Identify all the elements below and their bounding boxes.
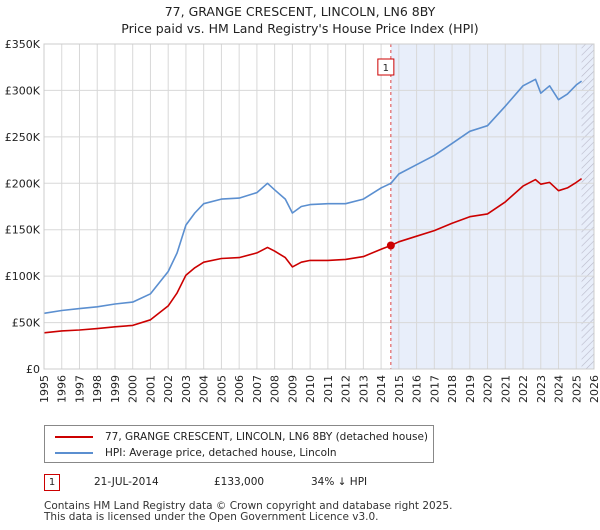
- x-tick-label: 2001: [144, 375, 157, 403]
- x-tick-label: 2010: [304, 375, 317, 403]
- series-line-hpi: [43, 78, 583, 315]
- y-tick-label: £50K: [12, 317, 41, 330]
- legend-swatch-property: [55, 436, 93, 438]
- x-tick-label: 2003: [180, 375, 193, 403]
- x-tick-label: 2015: [393, 375, 406, 403]
- x-tick-label: 2018: [446, 375, 459, 403]
- y-tick-label: £350K: [5, 38, 41, 51]
- x-tick-label: 2022: [517, 375, 530, 403]
- annotation-hpi-diff: 34% ↓ HPI: [311, 476, 368, 488]
- chart-subtitle: Price paid vs. HM Land Registry's House …: [121, 21, 479, 36]
- series-line-property: [43, 177, 583, 334]
- plot-border: [43, 43, 595, 370]
- x-tick-label: 1999: [109, 375, 122, 403]
- x-tick-label: 2011: [322, 375, 335, 403]
- legend-swatch-hpi: [55, 452, 93, 454]
- x-tick-label: 2016: [411, 375, 424, 403]
- y-tick-label: £100K: [5, 270, 41, 283]
- x-tick-label: 2008: [269, 375, 282, 403]
- x-tick-label: 2017: [428, 375, 441, 403]
- y-tick-label: £300K: [5, 84, 41, 97]
- x-tick-label: 2020: [482, 375, 495, 403]
- annotation-row: 1 21-JUL-2014 £133,000 34% ↓ HPI: [44, 474, 544, 492]
- sale-marker-label: 1: [383, 63, 389, 74]
- x-tick-label: 2021: [499, 375, 512, 403]
- sale-point: [386, 241, 395, 250]
- annotation-price: £133,000: [214, 476, 265, 488]
- x-tick-label: 2019: [464, 375, 477, 403]
- x-tick-label: 1998: [91, 375, 104, 403]
- x-tick-label: 2025: [570, 375, 583, 403]
- x-tick-label: 2006: [233, 375, 246, 403]
- chart-title: 77, GRANGE CRESCENT, LINCOLN, LN6 8BY: [164, 4, 436, 19]
- x-tick-label: 2009: [286, 375, 299, 403]
- x-tick-label: 2014: [375, 375, 388, 403]
- annotation-date: 21-JUL-2014: [94, 476, 159, 488]
- y-tick-label: £250K: [5, 131, 41, 144]
- legend-label-property: 77, GRANGE CRESCENT, LINCOLN, LN6 8BY (d…: [105, 431, 429, 443]
- y-tick-label: £200K: [5, 177, 41, 190]
- x-tick-label: 2002: [162, 375, 175, 403]
- legend-item-hpi: HPI: Average price, detached house, Linc…: [55, 445, 337, 461]
- footer-license: This data is licensed under the Open Gov…: [44, 511, 379, 523]
- x-tick-label: 2013: [357, 375, 370, 403]
- y-tick-label: £0: [26, 363, 40, 376]
- x-tick-label: 2000: [127, 375, 140, 403]
- x-tick-label: 2007: [251, 375, 264, 403]
- footer-copyright: Contains HM Land Registry data © Crown c…: [44, 500, 453, 512]
- x-tick-label: 1996: [56, 375, 69, 403]
- x-tick-label: 2024: [553, 375, 566, 403]
- legend: 77, GRANGE CRESCENT, LINCOLN, LN6 8BY (d…: [44, 425, 434, 463]
- x-tick-label: 1995: [38, 375, 51, 403]
- legend-label-hpi: HPI: Average price, detached house, Linc…: [105, 447, 337, 459]
- x-tick-label: 2004: [198, 375, 211, 403]
- post-sale-shading: [390, 44, 594, 369]
- forecast-hatch: [581, 44, 594, 369]
- x-tick-label: 2023: [535, 375, 548, 403]
- x-tick-label: 2012: [340, 375, 353, 403]
- price-chart: £0 £50K £100K £150K £200K £250K £300K £350K 1995…: [5, 38, 600, 403]
- x-tick-label: 1997: [73, 375, 86, 403]
- x-tick-label: 2005: [215, 375, 228, 403]
- annotation-badge: 1: [44, 474, 60, 491]
- legend-item-property: 77, GRANGE CRESCENT, LINCOLN, LN6 8BY (d…: [55, 429, 428, 445]
- y-tick-label: £150K: [5, 224, 41, 237]
- x-tick-label: 2026: [588, 375, 600, 403]
- sale-marker-badge: [377, 58, 395, 76]
